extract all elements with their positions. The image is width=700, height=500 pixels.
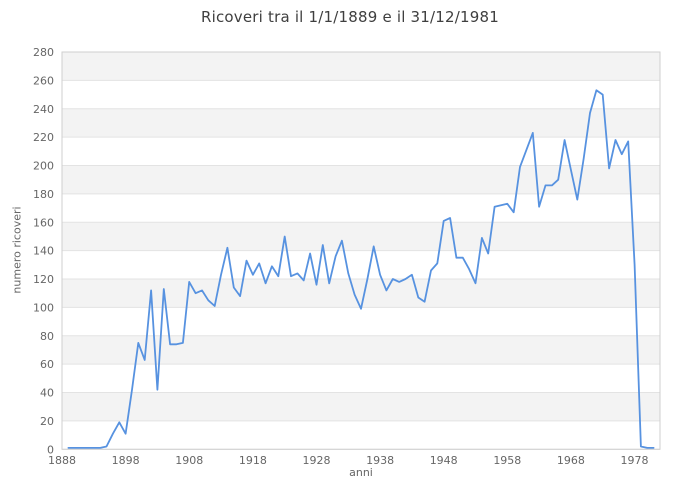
data-line bbox=[67, 89, 655, 449]
y-tick-label: 20 bbox=[40, 415, 54, 428]
x-axis-title: anni bbox=[349, 466, 373, 479]
y-tick-label: 80 bbox=[40, 330, 54, 343]
x-tick-label: 1908 bbox=[175, 454, 203, 467]
x-tick-label: 1918 bbox=[239, 454, 267, 467]
x-tick-label: 1958 bbox=[493, 454, 521, 467]
y-tick-label: 40 bbox=[40, 387, 54, 400]
plot-band bbox=[62, 108, 660, 138]
plot-band bbox=[62, 392, 660, 421]
y-tick-label: 260 bbox=[33, 74, 54, 87]
chart-title: Ricoveri tra il 1/1/1889 e il 31/12/1981 bbox=[200, 8, 500, 26]
y-tick-label: 0 bbox=[47, 443, 54, 456]
x-tick-label: 1888 bbox=[48, 454, 76, 467]
y-tick-label: 60 bbox=[40, 358, 54, 371]
y-tick-label: 100 bbox=[33, 301, 54, 314]
plot-band bbox=[62, 52, 660, 81]
x-tick-label: 1948 bbox=[430, 454, 458, 467]
x-tick-label: 1928 bbox=[302, 454, 330, 467]
plot-band bbox=[62, 279, 660, 308]
plot-band bbox=[62, 335, 660, 365]
y-tick-label: 180 bbox=[33, 188, 54, 201]
x-tick-label: 1938 bbox=[366, 454, 394, 467]
plot-band bbox=[62, 222, 660, 251]
y-tick-label: 120 bbox=[33, 273, 54, 286]
x-tick-label: 1968 bbox=[557, 454, 585, 467]
y-tick-label: 200 bbox=[33, 160, 54, 173]
y-tick-label: 160 bbox=[33, 216, 54, 229]
x-tick-label: 1898 bbox=[112, 454, 140, 467]
y-tick-label: 280 bbox=[33, 46, 54, 59]
y-tick-label: 140 bbox=[33, 245, 54, 258]
y-tick-label: 240 bbox=[33, 103, 54, 116]
x-tick-label: 1978 bbox=[621, 454, 649, 467]
y-axis-title-text: numero ricoveri bbox=[10, 206, 24, 294]
plot-border bbox=[61, 51, 661, 450]
y-tick-label: 220 bbox=[33, 131, 54, 144]
